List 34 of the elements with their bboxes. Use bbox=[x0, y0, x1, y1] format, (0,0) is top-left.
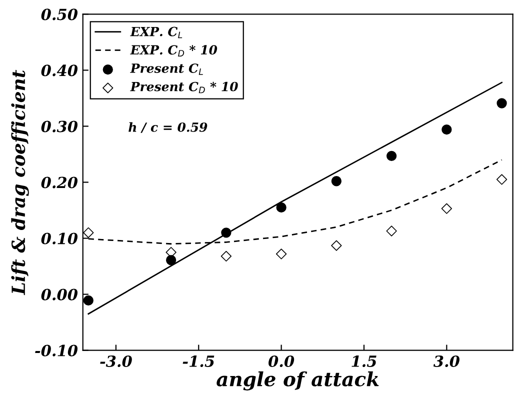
legend-label: Present C$_{D}$ * 10 bbox=[130, 82, 238, 94]
x-tick-label: -3.0 bbox=[100, 355, 132, 368]
y-tick-label: 0.40 bbox=[41, 64, 78, 76]
y-tick-label: 0.50 bbox=[41, 8, 78, 20]
y-axis-title: Lift & drag coefficient bbox=[11, 70, 29, 296]
y-tick-label: 0.10 bbox=[41, 232, 78, 244]
point bbox=[442, 124, 452, 135]
point bbox=[386, 150, 397, 161]
point bbox=[166, 255, 176, 266]
point bbox=[331, 240, 342, 251]
x-tick-label: 1.5 bbox=[352, 355, 376, 368]
x-tick-label: 3.0 bbox=[433, 355, 460, 368]
point bbox=[221, 228, 232, 238]
legend-label: EXP. C$_{D}$ * 10 bbox=[130, 45, 218, 56]
point bbox=[496, 174, 508, 185]
point bbox=[220, 250, 232, 262]
y-tick-label: -0.10 bbox=[35, 344, 78, 356]
point bbox=[331, 176, 342, 186]
point bbox=[276, 202, 286, 213]
point bbox=[83, 227, 94, 238]
legend-label: Present C$_{L}$ bbox=[130, 63, 203, 75]
point bbox=[276, 248, 287, 260]
point bbox=[83, 295, 94, 306]
annotation: h / c = 0.59 bbox=[128, 122, 208, 133]
y-tick-label: 0.00 bbox=[41, 288, 78, 300]
x-axis-title: angle of attack bbox=[216, 371, 379, 390]
y-tick-label: 0.20 bbox=[41, 176, 78, 188]
legend-label: EXP. C$_{L}$ bbox=[130, 26, 182, 38]
point bbox=[496, 98, 507, 108]
point bbox=[441, 203, 452, 214]
x-tick-label: 0.0 bbox=[268, 355, 294, 368]
y-tick-label: 0.30 bbox=[41, 120, 78, 132]
x-tick-label: -1.5 bbox=[182, 355, 214, 368]
point bbox=[386, 226, 397, 236]
